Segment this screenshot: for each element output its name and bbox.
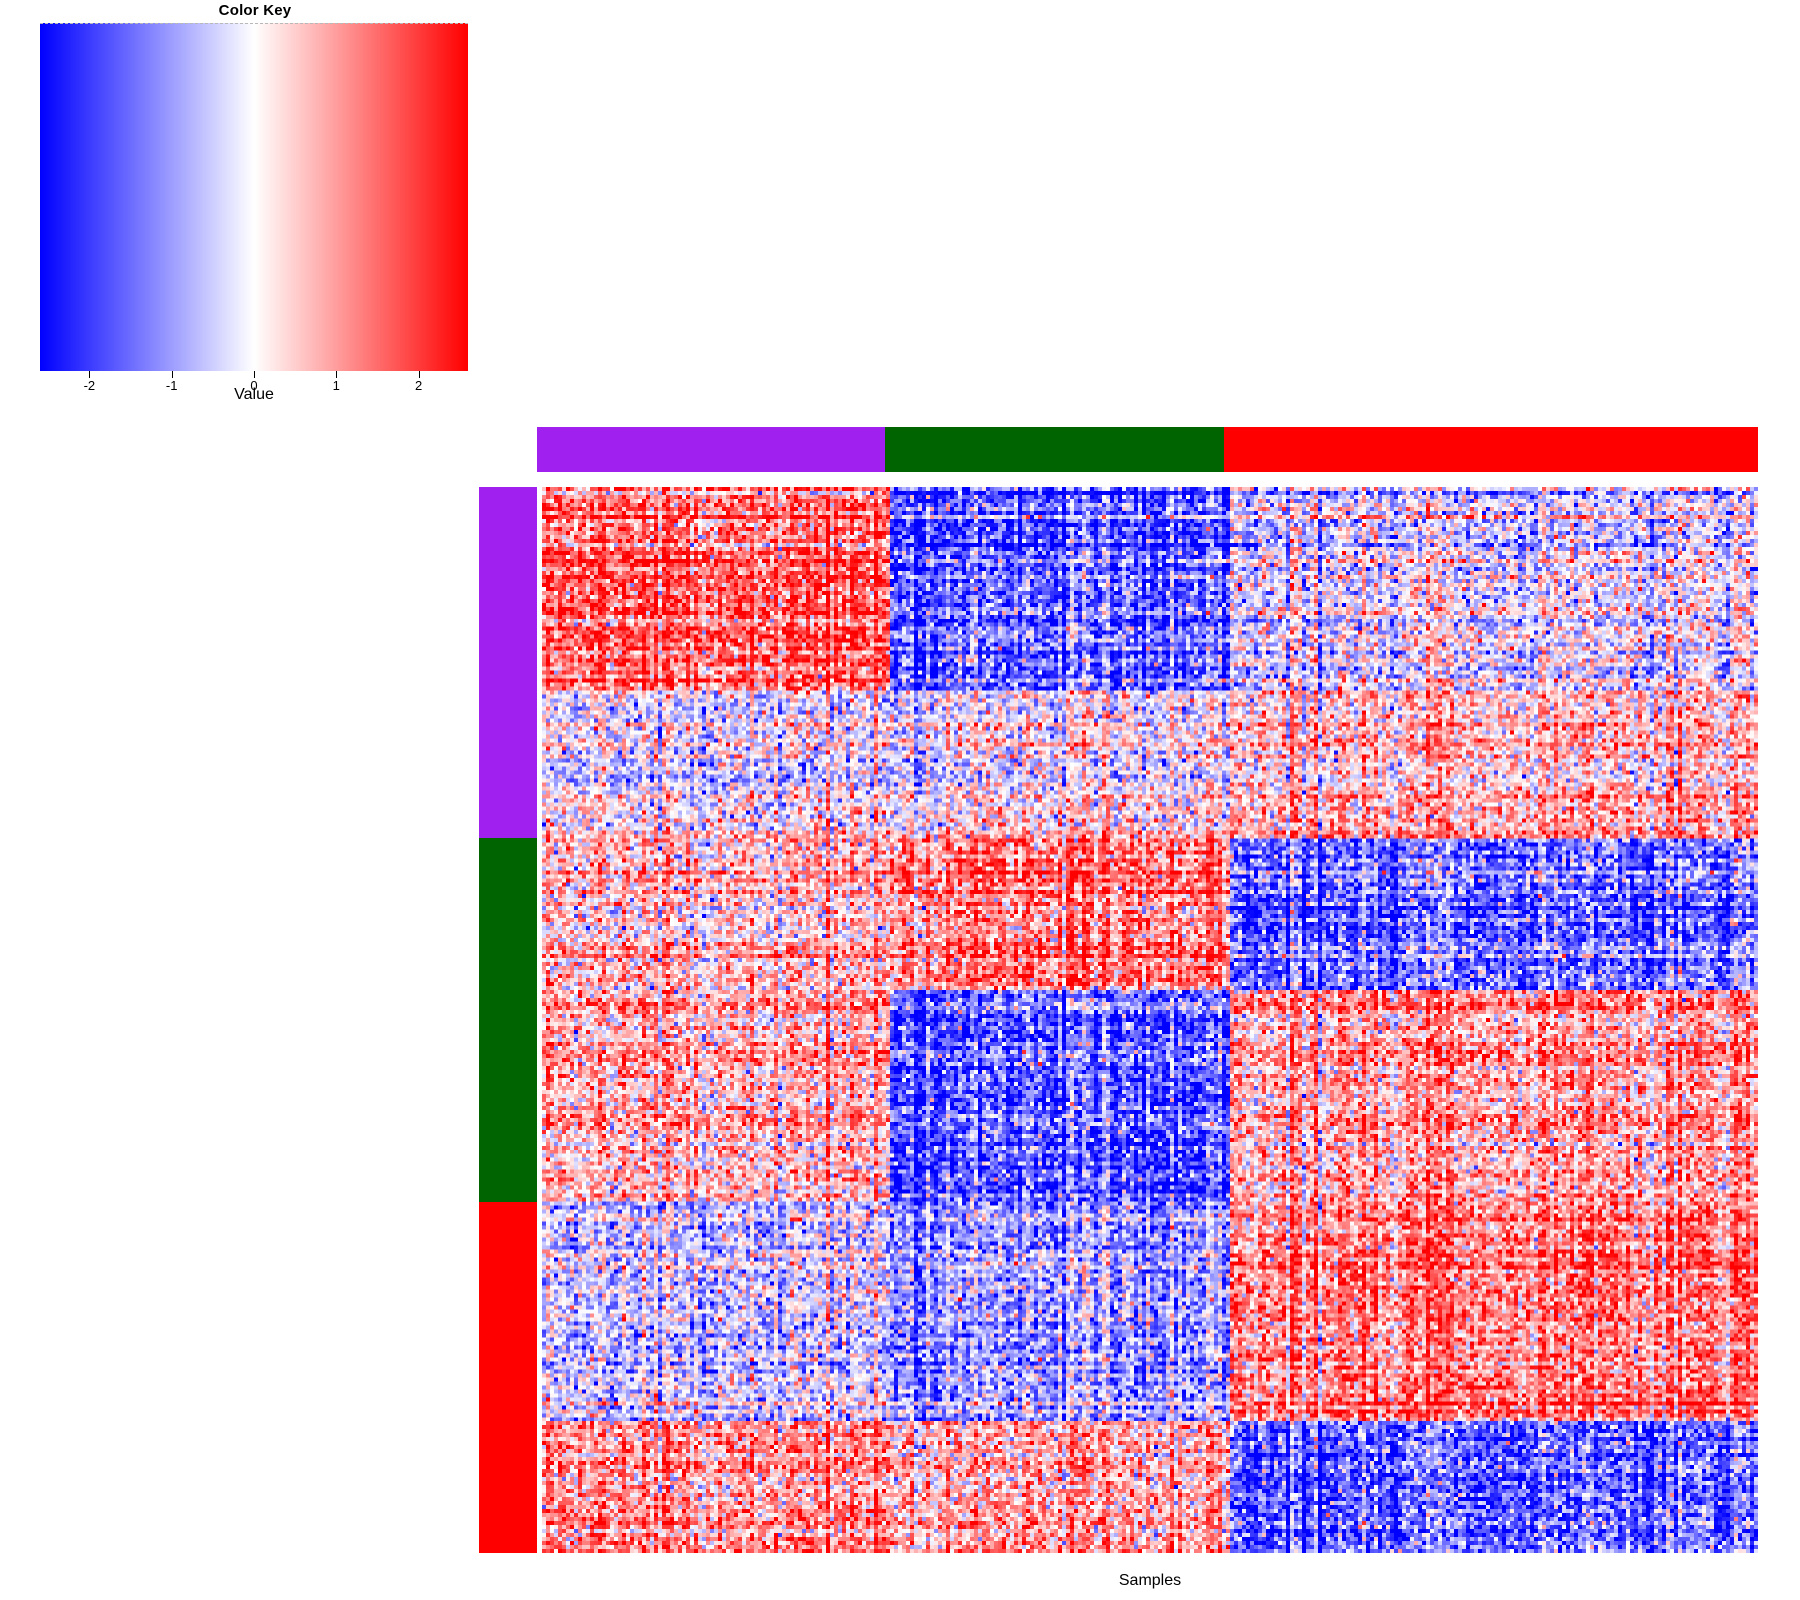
column-annotation-segment[interactable] xyxy=(1224,427,1758,472)
row-annotation-bar[interactable] xyxy=(479,487,537,1553)
heatmap-body[interactable] xyxy=(542,487,1758,1553)
column-annotation-segment[interactable] xyxy=(884,427,1225,472)
color-key-tick xyxy=(418,371,420,378)
row-annotation-segment[interactable] xyxy=(479,1202,537,1553)
color-key-tick xyxy=(171,371,173,378)
color-key-tick-label: 1 xyxy=(332,378,340,393)
color-key-gradient xyxy=(40,23,468,371)
color-key-tick xyxy=(254,371,255,378)
color-key: Color Key -2 -1 0 1 2 Value xyxy=(0,0,500,403)
color-key-tick-label: -1 xyxy=(165,378,178,393)
row-annotation-segment[interactable] xyxy=(479,837,537,1203)
color-key-tick-label: -2 xyxy=(83,378,96,393)
color-key-axis-label: Value xyxy=(234,386,274,403)
heatmap-cells[interactable] xyxy=(542,487,1758,1553)
column-annotation-segment[interactable] xyxy=(537,427,885,472)
color-key-tick-label: 2 xyxy=(414,378,423,393)
x-axis-label: Samples xyxy=(1118,1572,1182,1589)
column-annotation-bar[interactable] xyxy=(537,427,1758,472)
color-key-title: Color Key xyxy=(218,2,292,19)
color-key-tick xyxy=(336,371,338,378)
color-key-tick-label: 0 xyxy=(250,378,258,393)
color-key-tick xyxy=(89,371,91,378)
row-annotation-segment[interactable] xyxy=(479,487,537,838)
color-key-axis: -2 -1 0 1 2 xyxy=(40,371,468,401)
